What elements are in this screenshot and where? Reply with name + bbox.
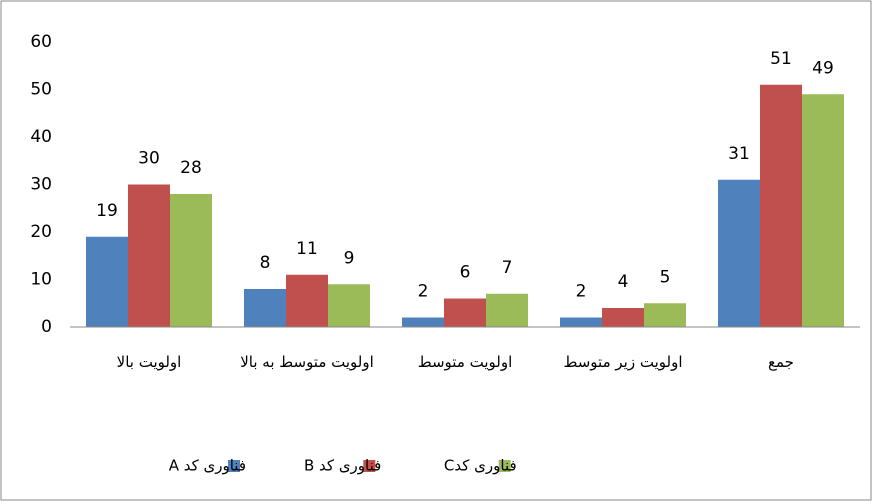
legend-label: فناوری کد A (169, 457, 246, 475)
data-label: 31 (728, 144, 750, 164)
data-label: 2 (576, 282, 587, 302)
bar (86, 237, 128, 327)
bar (718, 180, 760, 327)
x-tick-label: اولویت متوسط (386, 347, 544, 377)
y-tick-label: 50 (30, 80, 52, 100)
data-label: 4 (618, 272, 629, 292)
data-label: 19 (96, 201, 118, 221)
bar (244, 289, 286, 327)
y-tick-label: 0 (41, 317, 52, 337)
data-label: 30 (138, 149, 160, 169)
data-label: 2 (418, 282, 429, 302)
bar (644, 303, 686, 327)
x-tick-label: جمع (702, 347, 860, 377)
y-tick-label: 20 (30, 222, 52, 242)
bar (802, 94, 844, 327)
data-label: 11 (296, 239, 318, 259)
x-tick-label: اولویت بالا (70, 347, 228, 377)
bar (328, 284, 370, 327)
y-tick-label: 40 (30, 127, 52, 147)
bar (602, 308, 644, 327)
x-tick-label-box: اولویت متوسط به بالا (228, 347, 386, 417)
x-tick-label-box: اولویت بالا (70, 347, 228, 417)
x-tick-label: اولویت زیر متوسط (544, 347, 702, 377)
bar (444, 299, 486, 328)
bar (560, 318, 602, 328)
data-label: 49 (812, 58, 834, 78)
bar (402, 318, 444, 328)
data-label: 6 (460, 263, 471, 283)
data-label: 5 (660, 267, 671, 287)
bar (486, 294, 528, 327)
bar (286, 275, 328, 327)
x-tick-label-box: اولویت زیر متوسط (544, 347, 702, 417)
y-tick-label: 30 (30, 175, 52, 195)
chart: 0102030405060اولویت بالا193028اولویت متو… (0, 0, 872, 501)
x-tick-label-box: جمع (702, 347, 860, 417)
legend-label: فناوری کدC (444, 457, 517, 475)
bar (170, 194, 212, 327)
data-label: 9 (344, 248, 355, 268)
y-tick-label: 60 (30, 32, 52, 52)
x-tick-label: اولویت متوسط به بالا (228, 347, 386, 377)
legend-label: فناوری کد B (304, 457, 381, 475)
bar (760, 85, 802, 327)
x-tick-label-box: اولویت متوسط (386, 347, 544, 417)
y-tick-label: 10 (30, 270, 52, 290)
data-label: 28 (180, 158, 202, 178)
data-label: 8 (260, 253, 271, 273)
data-label: 51 (770, 49, 792, 69)
bar (128, 185, 170, 328)
data-label: 7 (502, 258, 513, 278)
